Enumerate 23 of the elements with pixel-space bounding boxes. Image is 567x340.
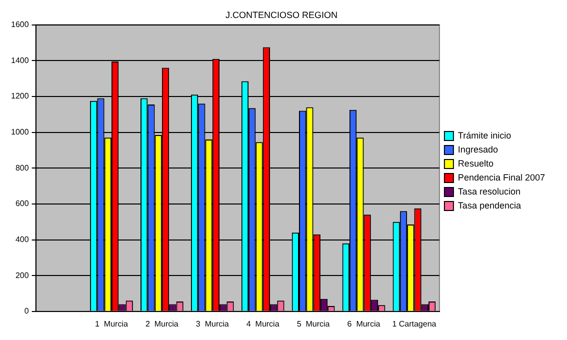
x-tick-label: 1 Cartagena — [392, 319, 437, 328]
y-tick-label: 400 — [15, 234, 30, 244]
legend-label: Trámite inicio — [458, 130, 512, 140]
chart-title: J.CONTENCIOSO REGION — [225, 10, 338, 20]
x-tick-label: 3 Murcia — [196, 319, 230, 328]
x-tick-label: 6 Murcia — [347, 319, 381, 328]
y-tick-label: 1400 — [11, 56, 30, 65]
legend-label: Tasa pendencia — [458, 200, 521, 210]
x-tick-label: 1 Murcia — [95, 319, 128, 328]
y-tick-label: 200 — [15, 270, 30, 280]
x-tick-label: 5 Murcia — [296, 319, 330, 328]
y-tick-label: 600 — [15, 199, 30, 208]
x-tick-label: 2 Murcia — [145, 319, 179, 328]
legend-label: Tasa resolucion — [458, 186, 520, 196]
x-tick-label: 4 Murcia — [246, 319, 280, 328]
y-tick-label: 0 — [24, 306, 30, 316]
y-tick-label: 1600 — [11, 20, 30, 30]
legend-label: Resuelto — [458, 158, 494, 168]
y-tick-label: 1200 — [11, 92, 30, 101]
y-tick-label: 800 — [15, 163, 30, 172]
y-tick-label: 1000 — [11, 127, 30, 136]
legend-label: Ingresado — [458, 144, 498, 154]
legend-label: Pendencia Final 2007 — [458, 172, 546, 182]
